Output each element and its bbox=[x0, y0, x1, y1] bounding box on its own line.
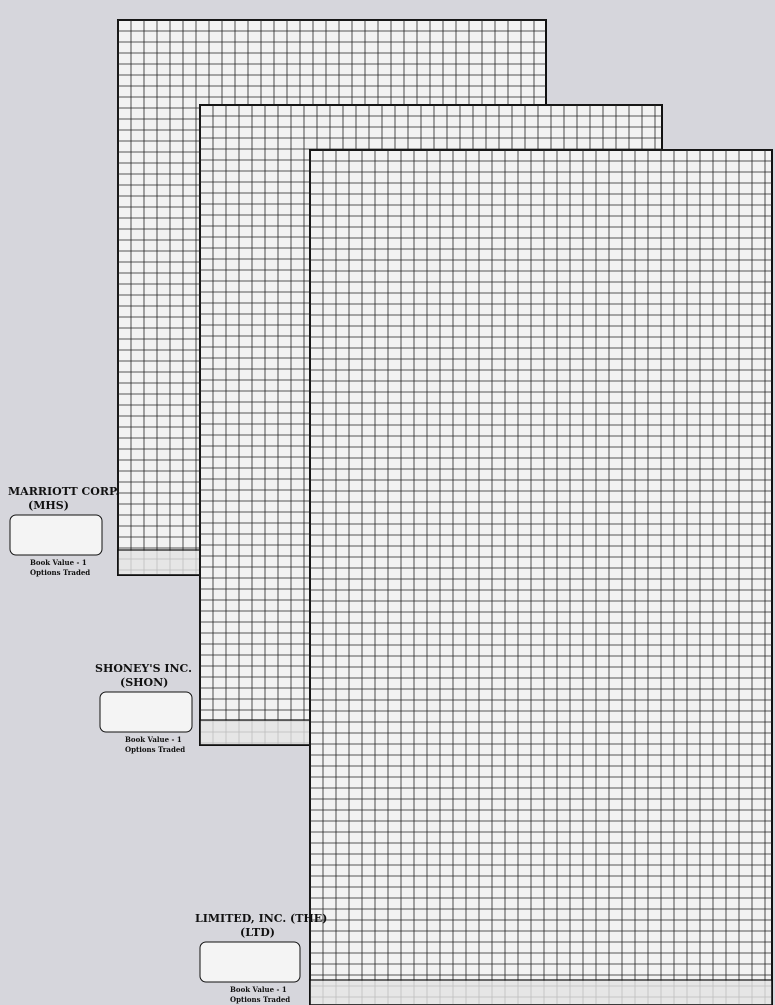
stats-box bbox=[200, 942, 300, 982]
stats-box bbox=[100, 692, 192, 732]
ticker: (SHON) bbox=[120, 676, 168, 689]
stats-box bbox=[10, 515, 102, 555]
ticker: (LTD) bbox=[240, 926, 275, 939]
company-name: MARRIOTT CORP. bbox=[8, 485, 119, 498]
chart-grids bbox=[118, 20, 772, 1005]
volume-label: Options Traded bbox=[230, 995, 290, 1004]
label-block: LIMITED, INC. (THE) (LTD) Book Value - 1… bbox=[195, 912, 327, 1004]
volume-strip bbox=[310, 980, 772, 1005]
label-block: SHONEY'S INC. (SHON) Book Value - 1 Opti… bbox=[95, 662, 192, 754]
book-value: Book Value - 1 bbox=[230, 985, 287, 994]
chart-panel bbox=[310, 150, 772, 1005]
volume-label: Options Traded bbox=[125, 745, 185, 754]
company-name: SHONEY'S INC. bbox=[95, 662, 192, 675]
label-block: MARRIOTT CORP. (MHS) Book Value - 1 Opti… bbox=[8, 485, 119, 577]
ticker: (MHS) bbox=[28, 499, 69, 512]
book-value: Book Value - 1 bbox=[125, 735, 182, 744]
page: MARRIOTT CORP. (MHS) Book Value - 1 Opti… bbox=[0, 0, 775, 1005]
volume-label: Options Traded bbox=[30, 568, 90, 577]
company-name: LIMITED, INC. (THE) bbox=[195, 912, 327, 925]
book-value: Book Value - 1 bbox=[30, 558, 87, 567]
